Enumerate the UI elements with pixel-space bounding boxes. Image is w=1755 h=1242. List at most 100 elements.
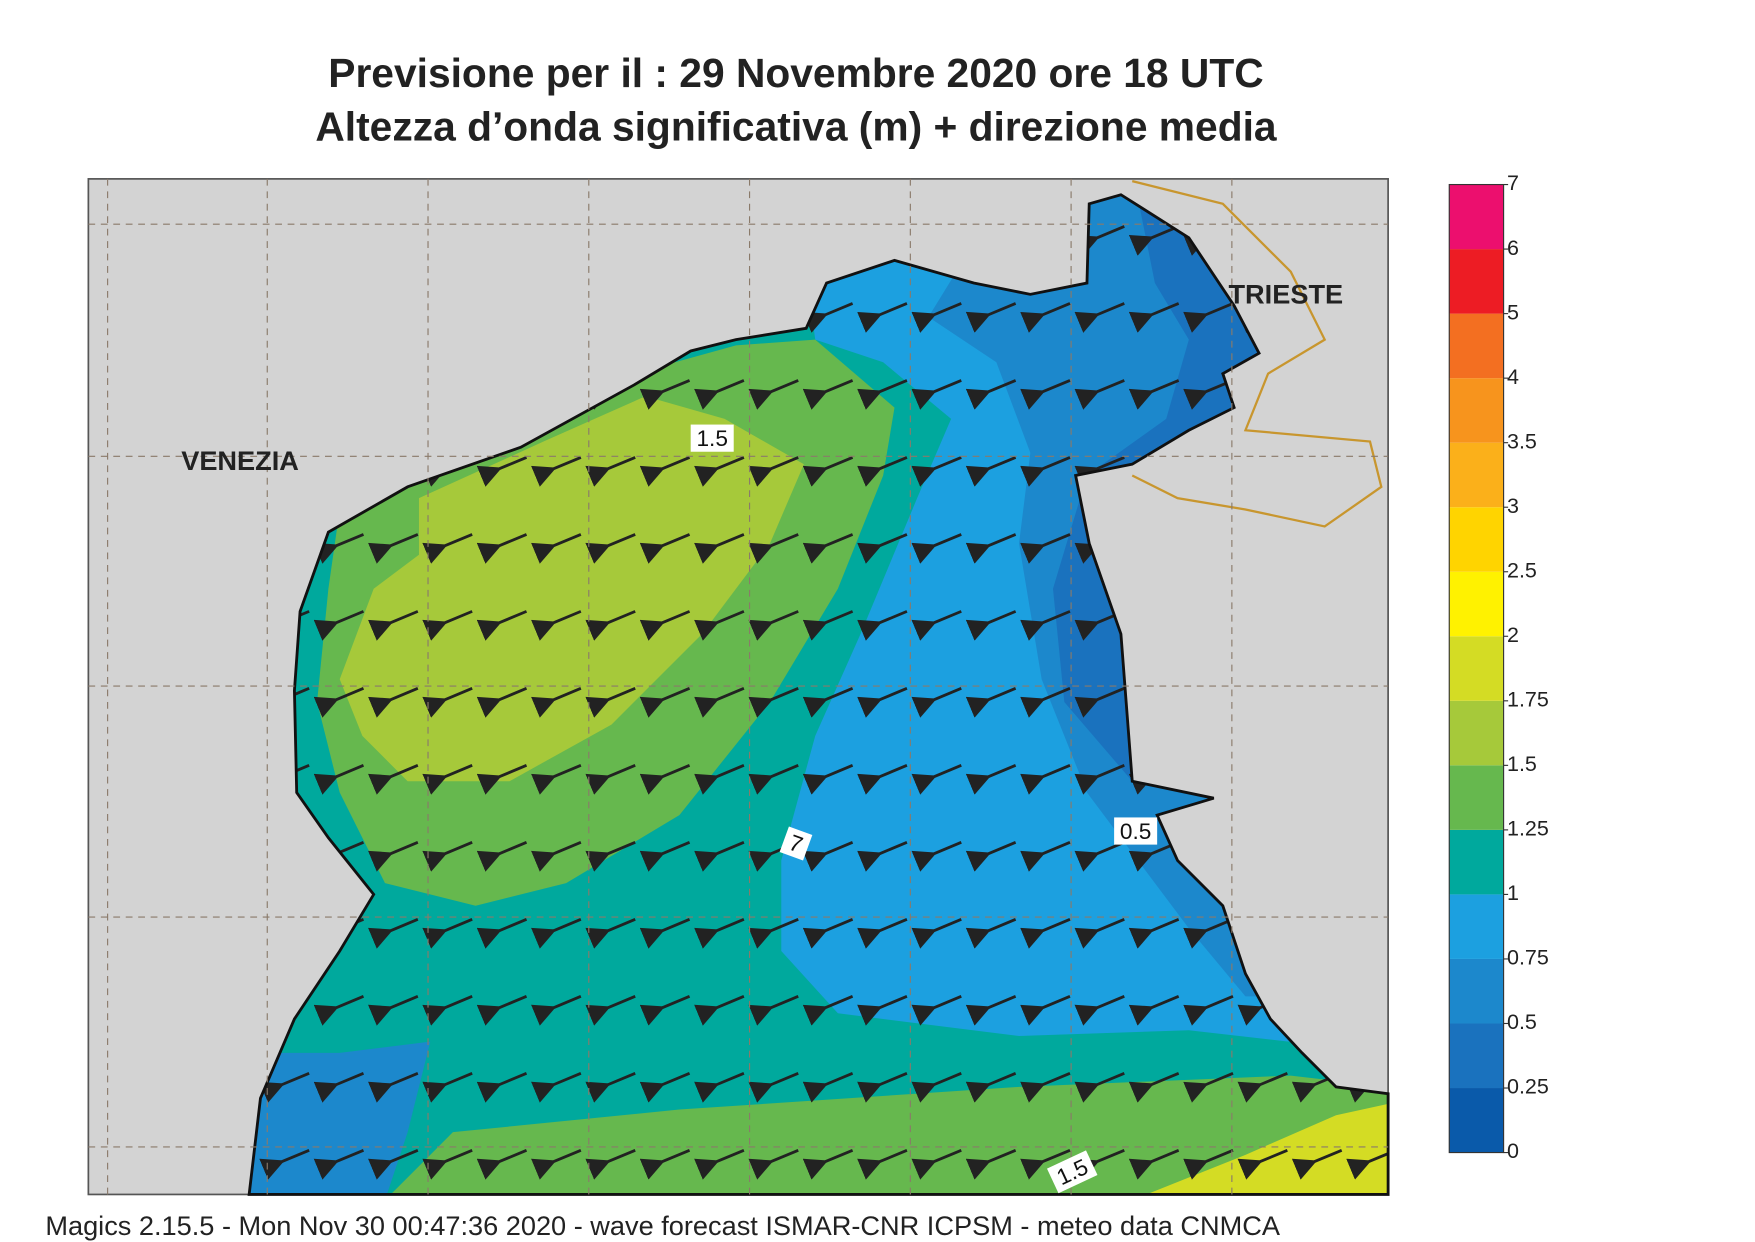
colorbar-label: 6 [1507, 236, 1519, 260]
arrow [911, 1148, 962, 1180]
arrow [965, 687, 1017, 718]
colorbar-segment [1449, 378, 1504, 443]
arrow [1074, 225, 1125, 256]
arrow [476, 918, 528, 949]
arrow [802, 610, 854, 641]
arrow [531, 687, 582, 718]
colorbar-label: 0.75 [1507, 946, 1549, 970]
arrow [639, 1071, 691, 1103]
colorbar-label: 1.25 [1507, 817, 1549, 841]
arrow [694, 533, 745, 564]
arrow [748, 995, 799, 1026]
arrow [1020, 918, 1071, 949]
colorbar-segment [1449, 571, 1504, 637]
arrow [476, 687, 528, 718]
arrow [857, 764, 908, 795]
arrow [857, 379, 908, 410]
colorbar-segment [1449, 249, 1504, 314]
arrow [259, 1148, 310, 1180]
arrow [965, 379, 1017, 410]
arrow [313, 764, 365, 795]
arrow [748, 687, 799, 718]
arrow [748, 1071, 799, 1103]
arrow [748, 533, 799, 564]
arrow [911, 456, 962, 487]
place-label: TRIESTE [1228, 278, 1343, 309]
arrow [1128, 379, 1180, 410]
colorbar-segment [1449, 442, 1504, 508]
contour-label: 7 [779, 826, 813, 861]
contour-text: 1.5 [696, 426, 727, 451]
arrow [802, 995, 854, 1026]
subtitle: Altezza d’onda significativa (m) + direz… [315, 103, 1277, 149]
arrow [422, 918, 473, 949]
arrow [585, 456, 636, 487]
arrow [476, 533, 528, 564]
arrow [422, 764, 473, 795]
arrow [694, 1071, 745, 1103]
arrow [1237, 1071, 1288, 1103]
arrow [313, 1071, 365, 1103]
arrow [748, 918, 799, 949]
arrow [911, 379, 962, 410]
arrow [857, 302, 908, 333]
arrow [1074, 918, 1125, 949]
arrow [965, 1148, 1017, 1180]
arrow [802, 687, 854, 718]
arrow [1128, 918, 1180, 949]
arrow [1128, 1071, 1180, 1103]
arrow [585, 995, 636, 1026]
arrow [1128, 302, 1180, 333]
arrow [802, 379, 854, 410]
arrow [368, 610, 419, 641]
arrow [531, 456, 582, 487]
arrow [368, 918, 419, 949]
arrow [313, 995, 365, 1026]
grid-lines [88, 178, 1389, 1195]
arrow [1020, 456, 1071, 487]
arrow [1020, 841, 1071, 872]
arrow [585, 841, 636, 872]
arrow [802, 764, 854, 795]
arrow [1020, 1071, 1071, 1103]
arrow [965, 610, 1017, 641]
arrow [368, 1148, 419, 1180]
arrow [639, 610, 691, 641]
arrow [857, 918, 908, 949]
arrow [748, 764, 799, 795]
colorbar-label: 3 [1507, 494, 1519, 518]
contour-text: 0.5 [1120, 819, 1151, 844]
arrow [911, 610, 962, 641]
graticule [88, 178, 1389, 1195]
arrow [313, 533, 365, 564]
arrow [476, 610, 528, 641]
colorbar-frame [1448, 183, 1505, 1154]
arrow [476, 841, 528, 872]
colorbar-label: 5 [1507, 300, 1519, 324]
arrow [1237, 1148, 1288, 1180]
arrow [802, 841, 854, 872]
arrow [531, 918, 582, 949]
colorbar-label: 2 [1507, 623, 1519, 647]
arrow [748, 379, 799, 410]
arrow [368, 1071, 419, 1103]
arrow [965, 302, 1017, 333]
arrow [1128, 995, 1180, 1026]
arrow [802, 1148, 854, 1180]
arrow [965, 995, 1017, 1026]
arrow [802, 533, 854, 564]
arrow [422, 687, 473, 718]
arrow [639, 918, 691, 949]
place-label: VENEZIA [181, 445, 299, 476]
arrow [313, 1148, 365, 1180]
arrow [748, 610, 799, 641]
arrow [694, 995, 745, 1026]
arrow [857, 533, 908, 564]
arrow [368, 841, 419, 872]
colorbar-label: 0.5 [1507, 1010, 1537, 1034]
arrow [802, 302, 854, 333]
colorbar-segment [1449, 1023, 1504, 1089]
arrow [694, 610, 745, 641]
arrow [1074, 456, 1125, 487]
